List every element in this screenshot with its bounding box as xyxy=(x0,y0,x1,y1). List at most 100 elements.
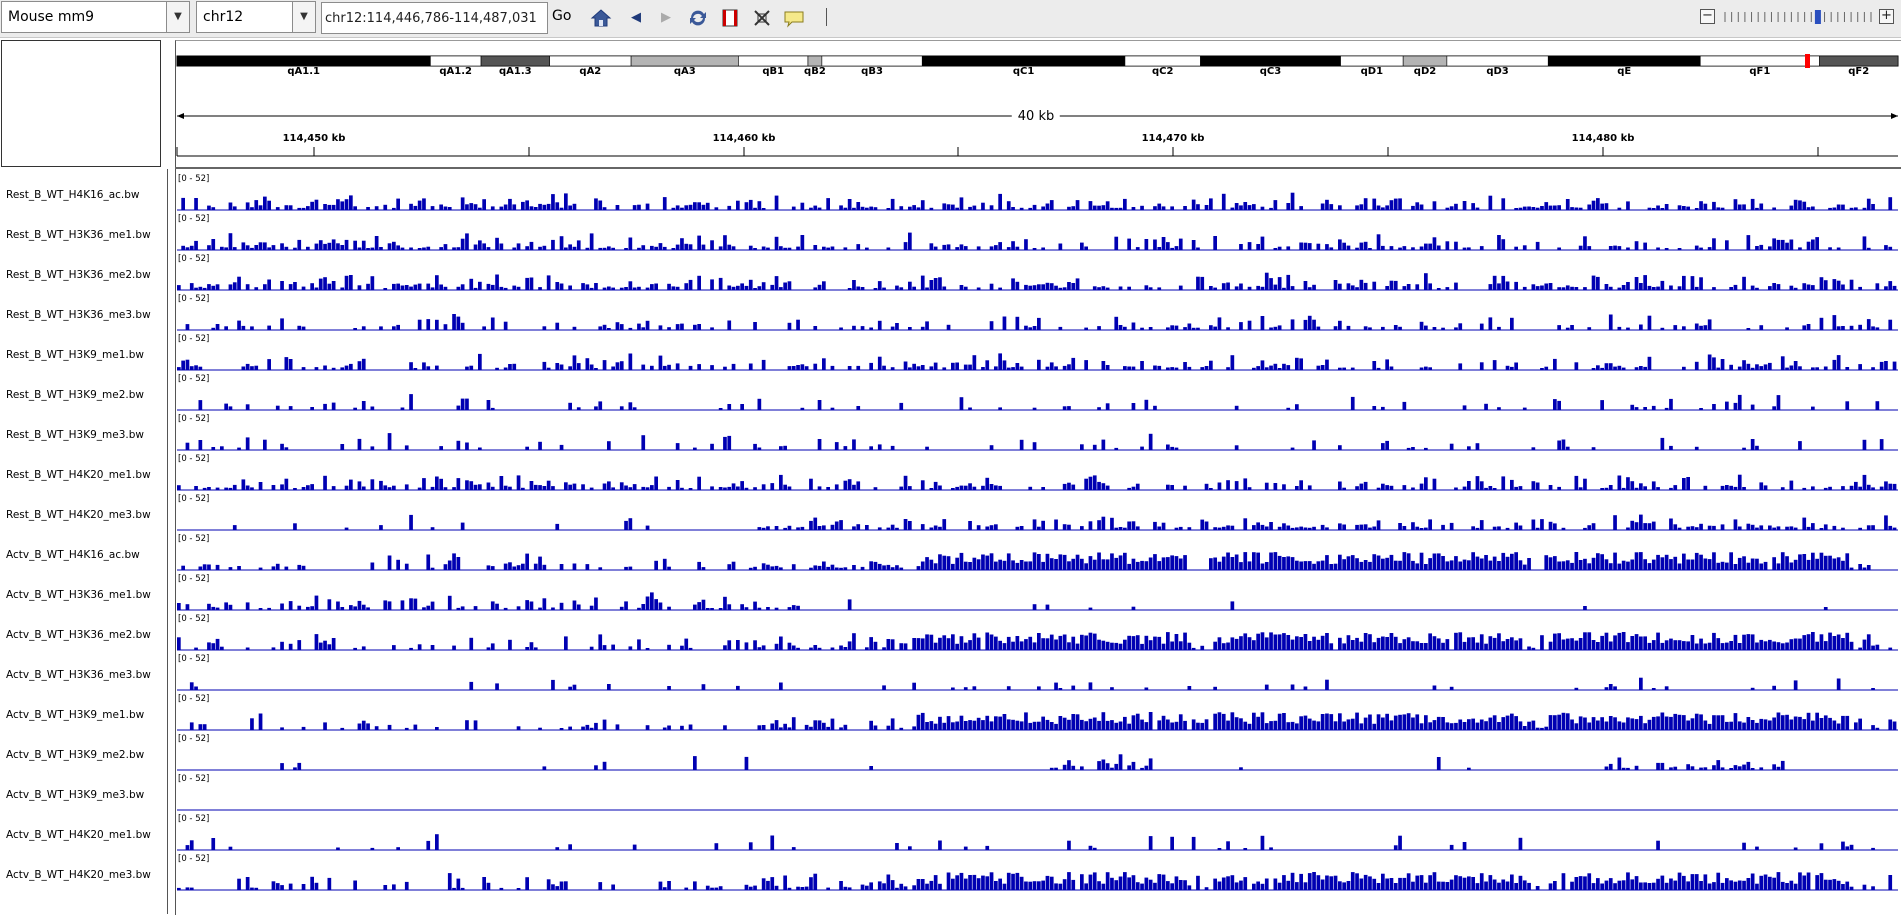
track-signal[interactable] xyxy=(177,632,1893,650)
signal-bar xyxy=(942,244,947,250)
track-signal[interactable] xyxy=(181,192,1893,210)
signal-bar xyxy=(1746,761,1751,770)
signal-bar xyxy=(1363,874,1368,890)
track-signal[interactable] xyxy=(177,272,1897,290)
track-name[interactable]: Actv_B_WT_H3K9_me3.bw xyxy=(6,789,145,801)
track-name[interactable]: Rest_B_WT_H3K36_me1.bw xyxy=(6,229,151,241)
track-name[interactable]: Actv_B_WT_H4K20_me3.bw xyxy=(6,869,151,881)
track-name[interactable]: Actv_B_WT_H3K36_me3.bw xyxy=(6,669,151,681)
track-signal[interactable] xyxy=(280,754,1785,770)
ideogram-band[interactable] xyxy=(1340,55,1404,67)
track-name[interactable]: Actv_B_WT_H4K20_me1.bw xyxy=(6,829,151,841)
signal-bar xyxy=(503,485,508,490)
signal-bar xyxy=(1067,872,1071,890)
signal-bar xyxy=(1621,632,1626,650)
track-signal[interactable] xyxy=(177,592,1828,610)
signal-bar xyxy=(1742,880,1746,890)
track-signal[interactable] xyxy=(232,514,1897,530)
track-name[interactable]: Rest_B_WT_H3K9_me3.bw xyxy=(6,429,144,441)
chevron-down-icon[interactable]: ▼ xyxy=(166,2,189,32)
signal-bar xyxy=(1200,367,1205,370)
track-signal[interactable] xyxy=(185,834,1875,850)
track-name[interactable]: Rest_B_WT_H3K9_me1.bw xyxy=(6,349,144,361)
track-name[interactable]: Actv_B_WT_H3K36_me2.bw xyxy=(6,629,151,641)
track-name[interactable]: Actv_B_WT_H4K16_ac.bw xyxy=(6,549,140,561)
track-signal[interactable] xyxy=(185,314,1893,330)
track-signal[interactable] xyxy=(177,353,1897,370)
refresh-icon[interactable] xyxy=(686,6,710,30)
signal-bar xyxy=(417,283,422,290)
ideogram-band[interactable] xyxy=(1699,55,1820,67)
signal-bar xyxy=(508,198,512,210)
signal-bar xyxy=(1006,686,1011,690)
track-signal[interactable] xyxy=(177,872,1893,890)
signal-bar xyxy=(710,279,714,290)
track-name[interactable]: Actv_B_WT_H3K36_me1.bw xyxy=(6,589,151,601)
ideogram-band[interactable] xyxy=(1200,55,1341,67)
ideogram-band[interactable] xyxy=(807,55,823,67)
track-signal[interactable] xyxy=(181,232,1893,250)
ideogram-band[interactable] xyxy=(480,55,550,67)
track-name[interactable]: Rest_B_WT_H3K9_me2.bw xyxy=(6,389,144,401)
forward-arrow-icon[interactable]: ▶ xyxy=(661,10,671,25)
signal-bar xyxy=(1656,247,1660,250)
signal-bar xyxy=(1045,203,1050,210)
signal-bar xyxy=(224,247,228,250)
signal-bar xyxy=(250,887,254,890)
signal-bar xyxy=(933,642,938,650)
signal-bar xyxy=(1273,483,1278,490)
ideogram-band[interactable] xyxy=(1819,55,1899,67)
home-icon[interactable] xyxy=(589,6,613,30)
signal-bar xyxy=(1776,239,1781,250)
resize-fit-icon[interactable] xyxy=(750,6,774,30)
track-name[interactable]: Actv_B_WT_H3K9_me1.bw xyxy=(6,709,145,721)
ideogram-band[interactable] xyxy=(1446,55,1549,67)
header-divider[interactable] xyxy=(175,167,1901,169)
genome-dropdown[interactable]: Mouse mm9 ▼ xyxy=(1,1,190,33)
ideogram-band[interactable] xyxy=(430,55,482,67)
track-signal[interactable] xyxy=(181,552,1871,570)
track-signal[interactable] xyxy=(198,394,1880,410)
zoom-thumb[interactable] xyxy=(1814,10,1821,24)
signal-bar xyxy=(495,603,499,610)
signal-bar xyxy=(1686,526,1690,530)
track-name[interactable]: Rest_B_WT_H4K20_me3.bw xyxy=(6,509,151,521)
locus-input[interactable]: chr12:114,446,786-114,487,031 xyxy=(321,2,548,34)
back-arrow-icon[interactable]: ◀ xyxy=(631,10,641,25)
chromosome-dropdown[interactable]: chr12 ▼ xyxy=(196,1,316,33)
ideogram-band[interactable] xyxy=(921,55,1126,67)
signal-bar xyxy=(809,877,813,890)
track-signal[interactable] xyxy=(185,433,1884,450)
zoom-slider[interactable] xyxy=(1722,10,1874,24)
popup-info-icon[interactable] xyxy=(782,6,806,30)
signal-bar xyxy=(1699,247,1703,250)
ideogram-band[interactable] xyxy=(1547,55,1701,67)
signal-bar xyxy=(1286,525,1291,530)
ideogram-band[interactable] xyxy=(176,55,431,67)
track-signal[interactable] xyxy=(189,712,1897,730)
track-name[interactable]: Rest_B_WT_H3K36_me3.bw xyxy=(6,309,151,321)
ideogram-band[interactable] xyxy=(821,55,923,67)
signal-bar xyxy=(1639,882,1643,890)
track-name[interactable]: Rest_B_WT_H4K20_me1.bw xyxy=(6,469,151,481)
signal-bar xyxy=(189,887,194,890)
signal-bar xyxy=(1578,638,1583,650)
ideogram-band[interactable] xyxy=(630,55,739,67)
signal-bar xyxy=(972,633,977,650)
ideogram-band[interactable] xyxy=(738,55,809,67)
chevron-down-icon[interactable]: ▼ xyxy=(292,2,315,32)
ideogram-band[interactable] xyxy=(1402,55,1448,67)
ideogram-band[interactable] xyxy=(1124,55,1201,67)
track-name[interactable]: Rest_B_WT_H3K36_me2.bw xyxy=(6,269,151,281)
zoom-in-button[interactable]: + xyxy=(1879,9,1894,24)
track-name[interactable]: Actv_B_WT_H3K9_me2.bw xyxy=(6,749,145,761)
ideogram-band[interactable] xyxy=(549,55,632,67)
track-signal[interactable] xyxy=(189,677,1875,690)
go-button[interactable]: Go xyxy=(552,8,572,24)
track-signal[interactable] xyxy=(177,474,1897,490)
signal-bar xyxy=(1518,525,1523,530)
track-name[interactable]: Rest_B_WT_H4K16_ac.bw xyxy=(6,189,140,201)
region-navigator-icon[interactable] xyxy=(718,6,742,30)
zoom-out-button[interactable]: − xyxy=(1700,9,1715,24)
